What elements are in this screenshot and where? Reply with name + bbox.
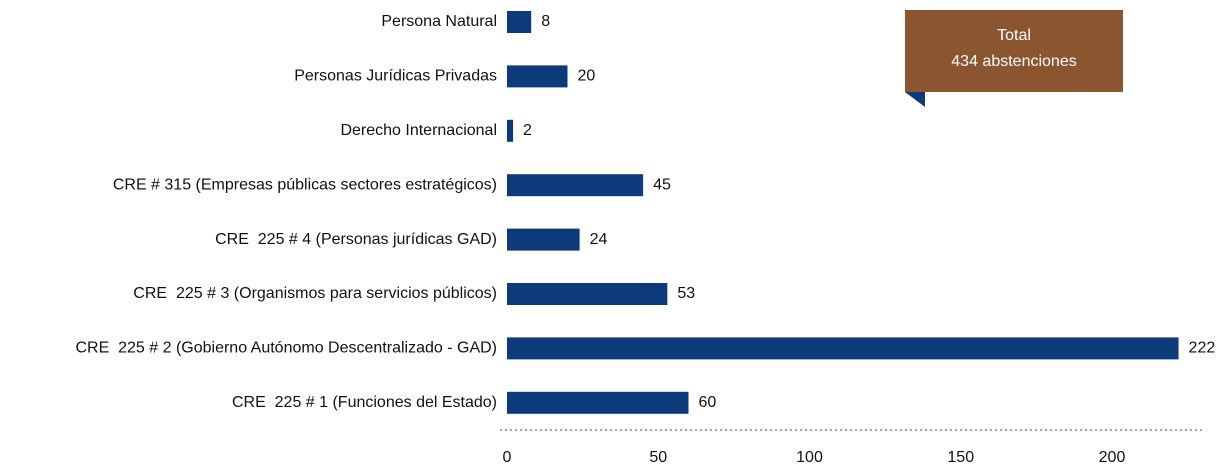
value-label: 20 bbox=[578, 68, 596, 85]
annotation-text: 434 abstenciones bbox=[951, 53, 1076, 70]
annotation-background bbox=[905, 10, 1123, 92]
bar bbox=[507, 228, 580, 251]
bar bbox=[507, 11, 532, 33]
annotation-tail bbox=[905, 92, 925, 107]
value-label: 2 bbox=[523, 122, 532, 139]
x-tick-label: 200 bbox=[1099, 449, 1126, 466]
x-tick-label: 0 bbox=[503, 449, 512, 466]
value-label: 8 bbox=[541, 13, 550, 30]
x-tick-label: 50 bbox=[649, 449, 667, 466]
y-tick-label: CRE 225 # 1 (Funciones del Estado) bbox=[232, 394, 497, 411]
value-label: 53 bbox=[677, 285, 695, 302]
value-label: 45 bbox=[653, 176, 671, 193]
bar bbox=[507, 337, 1179, 360]
value-label: 222 bbox=[1189, 340, 1216, 357]
value-label: 60 bbox=[699, 394, 717, 411]
y-tick-label: CRE 225 # 2 (Gobierno Autónomo Descentra… bbox=[75, 340, 497, 357]
bar bbox=[507, 119, 514, 142]
y-tick-label: CRE 225 # 4 (Personas jurídicas GAD) bbox=[215, 231, 497, 248]
y-tick-label: CRE # 315 (Empresas públicas sectores es… bbox=[113, 176, 497, 193]
bar bbox=[507, 391, 689, 414]
y-tick-label: CRE 225 # 3 (Organismos para servicios p… bbox=[133, 285, 497, 302]
annotation-box: Total 434 abstenciones bbox=[905, 10, 1123, 107]
y-tick-label: Personas Jurídicas Privadas bbox=[294, 68, 497, 85]
bar bbox=[507, 174, 644, 197]
x-tick-label: 150 bbox=[947, 449, 974, 466]
value-label: 24 bbox=[590, 231, 608, 248]
bar bbox=[507, 65, 568, 88]
bar bbox=[507, 283, 668, 305]
y-tick-label: Derecho Internacional bbox=[340, 122, 497, 139]
annotation-text: Total bbox=[997, 27, 1031, 44]
y-tick-label: Persona Natural bbox=[381, 13, 497, 30]
x-tick-label: 100 bbox=[796, 449, 823, 466]
